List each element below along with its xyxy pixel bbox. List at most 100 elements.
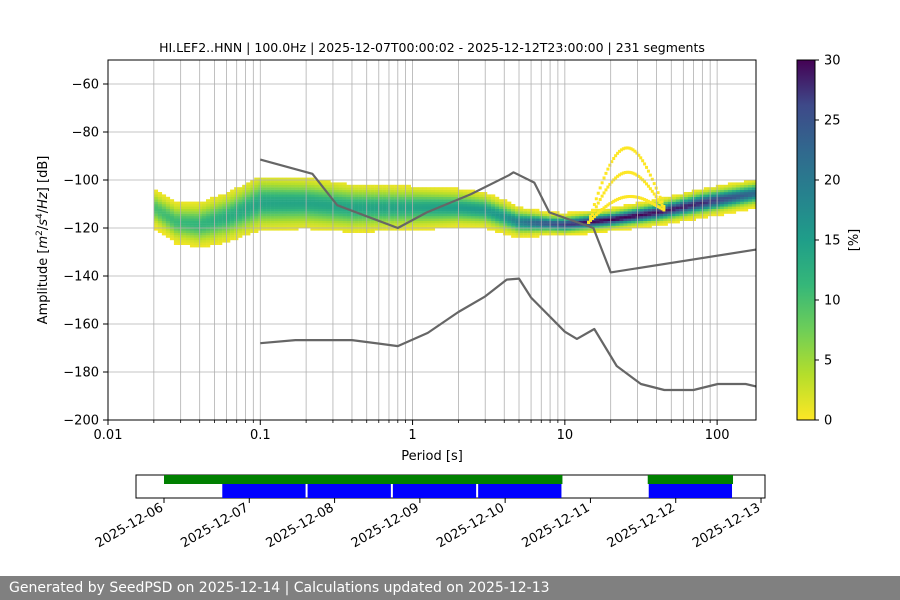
density-cell: [446, 220, 452, 224]
density-cell: [422, 228, 428, 231]
density-cell: [535, 230, 540, 233]
density-cell: [185, 225, 191, 229]
density-cell: [394, 201, 399, 205]
density-cell: [214, 213, 219, 217]
density-cell: [631, 218, 636, 221]
density-cell: [454, 218, 460, 221]
density-cell: [426, 192, 432, 195]
density-cell: [169, 218, 175, 221]
density-cell: [226, 237, 231, 241]
density-cell: [751, 192, 757, 195]
density-cell: [430, 218, 436, 221]
density-cell: [519, 208, 524, 212]
density-cell: [507, 206, 512, 209]
density-cell: [210, 218, 215, 221]
density-cell: [723, 189, 729, 193]
density-cell: [531, 228, 536, 231]
density-cell: [715, 206, 721, 209]
density-cell: [222, 208, 227, 212]
y-tick-label: −60: [72, 78, 99, 93]
density-cell: [346, 230, 351, 233]
density-cell: [242, 228, 247, 231]
density-cell: [747, 204, 753, 207]
density-cell: [193, 237, 199, 241]
density-cell: [462, 204, 468, 207]
density-cell: [487, 220, 492, 224]
density-cell: [250, 218, 255, 221]
density-cell: [699, 213, 705, 217]
density-cell: [354, 228, 359, 231]
density-cell: [326, 184, 331, 188]
density-cell: [394, 228, 399, 231]
density-cell: [278, 187, 283, 190]
density-cell: [338, 211, 343, 214]
density-cell: [594, 197, 598, 201]
density-cell: [370, 220, 375, 224]
density-cell: [675, 216, 680, 219]
density-cell: [310, 225, 315, 229]
density-cell: [422, 199, 428, 202]
density-cell: [242, 204, 247, 207]
density-cell: [643, 213, 648, 217]
density-cell: [161, 211, 167, 214]
density-cell: [487, 196, 492, 200]
density-cell: [366, 199, 371, 202]
density-cell: [406, 199, 411, 202]
density-cell: [262, 220, 267, 224]
density-cell: [350, 211, 355, 214]
density-cell: [663, 199, 668, 202]
density-cell: [230, 192, 235, 195]
density-cell: [446, 192, 452, 195]
density-cell: [342, 211, 347, 214]
density-cell: [362, 216, 367, 219]
density-cell: [629, 194, 633, 198]
density-cell: [739, 189, 745, 193]
density-cell: [302, 184, 307, 188]
density-cell: [711, 208, 717, 212]
density-cell: [242, 196, 247, 200]
density-cell: [382, 225, 387, 229]
density-cell: [314, 211, 319, 214]
density-cell: [458, 208, 464, 212]
density-cell: [274, 223, 279, 226]
density-cell: [462, 208, 468, 212]
density-cell: [450, 196, 456, 200]
density-cell: [193, 201, 199, 205]
density-cell: [274, 208, 279, 212]
density-cell: [218, 218, 223, 221]
density-cell: [398, 213, 403, 217]
density-cell: [193, 235, 199, 238]
density-cell: [503, 204, 508, 207]
density-cell: [177, 220, 183, 224]
density-cell: [286, 182, 291, 185]
density-cell: [523, 232, 528, 236]
density-cell: [278, 192, 283, 195]
density-cell: [434, 220, 440, 224]
density-cell: [615, 206, 620, 209]
density-cell: [298, 187, 303, 190]
density-cell: [177, 208, 183, 212]
density-cell: [153, 223, 159, 226]
density-cell: [366, 189, 371, 193]
density-cell: [334, 208, 339, 212]
density-cell: [418, 211, 423, 214]
density-cell: [270, 208, 275, 212]
density-cell: [342, 194, 347, 197]
density-cell: [274, 177, 279, 181]
density-cell: [294, 208, 299, 212]
density-cell: [735, 196, 741, 200]
density-cell: [314, 189, 319, 193]
density-cell: [266, 177, 271, 181]
density-cell: [382, 201, 387, 205]
density-cell: [659, 220, 664, 224]
density-cell: [739, 196, 745, 200]
density-cell: [695, 201, 700, 205]
density-cell: [157, 220, 163, 224]
density-cell: [406, 189, 411, 193]
density-cell: [266, 187, 271, 190]
density-cell: [589, 216, 593, 220]
density-cell: [165, 228, 171, 231]
density-cell: [519, 235, 524, 238]
density-cell: [286, 204, 291, 207]
density-cell: [358, 196, 363, 200]
